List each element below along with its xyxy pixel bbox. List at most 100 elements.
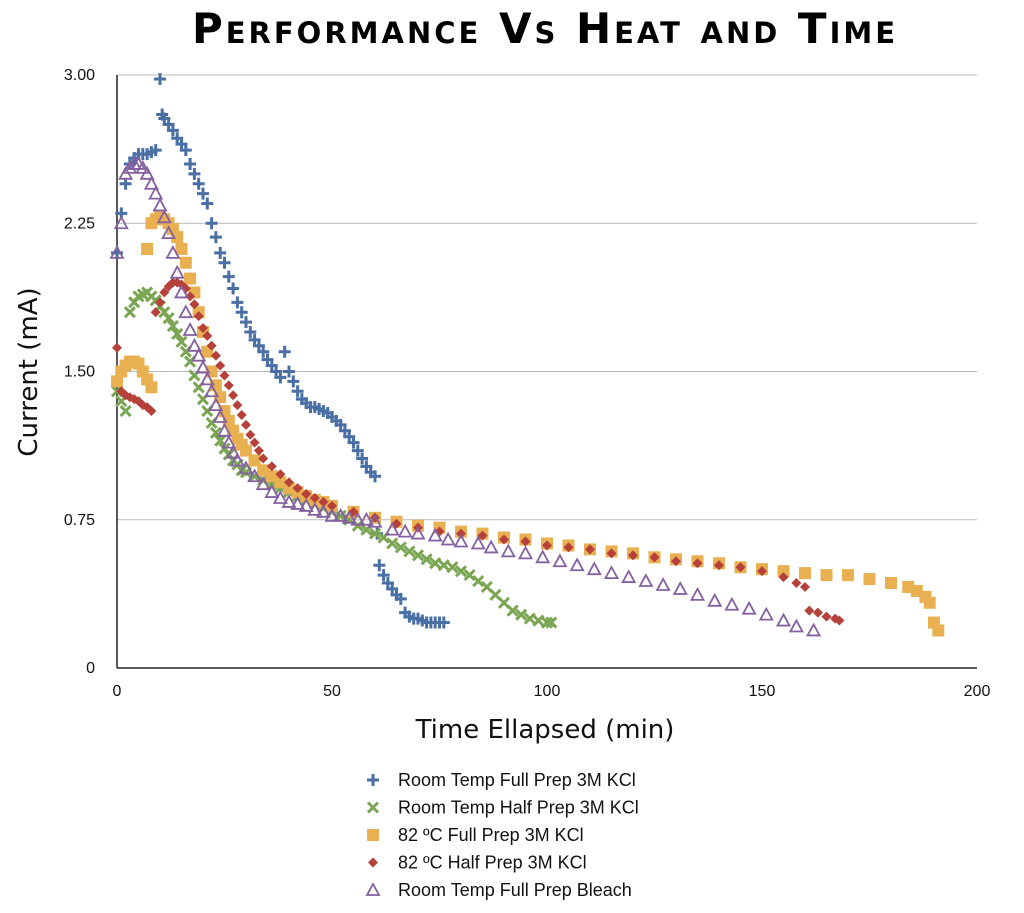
data-point [141,242,154,255]
data-point [283,365,295,378]
x-tick-label: 0 [113,683,122,700]
data-point [241,419,251,430]
data-point [248,454,261,467]
data-point [440,531,456,546]
data-point [222,414,235,427]
data-point [197,187,209,200]
data-point [367,513,383,528]
data-point [397,523,413,538]
data-point [341,509,357,524]
data-point [298,498,314,512]
y-axis-label: Current (mA) [14,287,44,456]
data-point [552,553,568,568]
data-point [135,160,151,174]
data-point [232,400,243,411]
data-point [368,527,382,540]
data-points [109,72,945,637]
data-point [119,404,132,418]
data-point [932,624,945,637]
data-point [741,600,757,615]
x-tick-label: 50 [323,683,341,700]
data-point [535,549,551,564]
x-tick-label: 100 [534,683,561,700]
data-point [327,500,337,511]
data-point [247,468,263,483]
data-point [437,616,450,629]
legend-marker [366,801,380,814]
data-point [586,561,602,576]
data-point [842,569,854,582]
data-point [210,350,221,361]
data-point [209,231,222,244]
data-point [281,494,297,508]
data-point [394,592,407,605]
data-point [885,577,897,590]
data-point [205,217,218,230]
data-point [477,530,488,541]
data-point [175,335,188,348]
data-point [161,225,177,240]
y-tick-label: 1.50 [64,364,95,381]
data-point [411,549,425,562]
data-point [470,535,486,550]
data-point [159,287,170,298]
data-point [185,291,196,302]
data-point [689,586,706,601]
data-point [184,157,197,170]
data-point [146,406,157,417]
data-point [403,545,416,558]
data-point [166,124,179,137]
data-point [707,592,723,607]
data-point [453,533,469,548]
data-point [204,383,220,398]
data-point [800,581,810,592]
data-point [219,370,230,381]
data-point [812,607,823,618]
data-point [171,231,184,244]
y-tick-label: 2.25 [64,215,95,232]
data-point [179,144,192,157]
data-point [229,452,245,467]
data-point [192,177,205,190]
data-point [350,511,366,526]
data-point [109,245,125,259]
data-point [188,167,201,180]
data-point [463,569,476,582]
data-point [724,596,740,611]
data-point [173,284,190,299]
data-point [257,345,270,358]
data-point [143,175,159,190]
y-tick-label: 0.75 [64,512,95,529]
data-point [201,197,214,210]
data-point [356,452,369,465]
data-point [165,245,181,259]
data-point [315,503,331,518]
data-point [272,490,288,504]
data-point [189,299,200,310]
data-point [384,521,400,536]
legend-label: Room Temp Half Prep 3M KCl [398,798,639,818]
data-point [420,553,433,566]
data-point [266,461,277,472]
data-point [216,422,233,437]
data-point [166,319,179,333]
data-point [788,618,804,633]
x-tick-label: 200 [964,683,991,700]
tick-labels: 0 0.75 1.50 2.25 3.00 0 50 100 150 200 [64,67,991,700]
data-point [175,242,188,255]
data-point [628,550,638,561]
data-point [178,304,194,319]
data-point [236,409,247,420]
data-point [649,552,660,563]
data-point [777,565,790,578]
data-point [221,434,237,449]
data-point [193,311,204,322]
data-point [113,215,129,230]
data-point [231,296,244,309]
data-point [655,577,671,591]
data-point [223,380,234,391]
data-point [500,543,516,558]
data-point [264,484,280,498]
data-point [309,493,320,504]
